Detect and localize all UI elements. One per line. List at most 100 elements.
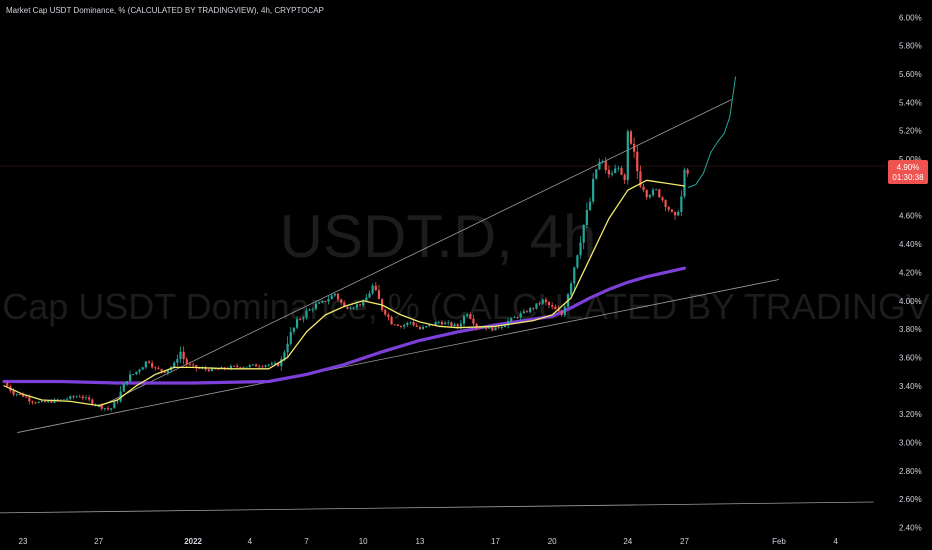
candle-body xyxy=(541,299,544,304)
price-axis[interactable]: 2.40% 2.60% 2.80% 3.00% 3.20% 3.40% 3.60% 3.80%… xyxy=(899,13,922,532)
y-tick-label: 2.40% xyxy=(899,523,922,532)
candle-body xyxy=(283,352,286,360)
candle-body xyxy=(592,178,595,202)
candle-body xyxy=(188,364,192,366)
candle-body xyxy=(497,327,500,329)
projection-path xyxy=(687,76,736,188)
candle-body xyxy=(113,401,116,409)
candle-body xyxy=(620,167,623,175)
y-tick-label: 5.40% xyxy=(899,98,922,107)
candle-body xyxy=(157,367,160,369)
time-axis[interactable]: 23 27 2022 4 7 10 13 17 20 24 27 Feb 4 xyxy=(19,537,839,546)
candle-body xyxy=(166,370,169,373)
candle-body xyxy=(403,325,406,327)
candle-body xyxy=(110,408,113,410)
candle-body xyxy=(393,324,396,326)
candle-body xyxy=(409,322,412,323)
ema-fast-line xyxy=(3,179,686,407)
candle-body xyxy=(176,359,179,363)
y-tick-label: 4.20% xyxy=(899,268,922,277)
candle-body xyxy=(421,326,425,330)
candle-body xyxy=(210,368,214,372)
candle-body xyxy=(302,317,305,320)
candle-body xyxy=(529,308,532,313)
candle-body xyxy=(544,299,547,303)
ema-fast-layer xyxy=(3,179,686,407)
candle-body xyxy=(321,300,324,303)
candle-body xyxy=(103,408,106,409)
candle-body xyxy=(173,362,176,368)
candle-body xyxy=(18,394,21,395)
trendline[interactable] xyxy=(98,99,732,408)
candle-body xyxy=(195,365,198,369)
candle-body xyxy=(598,161,601,170)
candle-body xyxy=(125,381,129,384)
candle-body xyxy=(428,324,431,327)
watermark-ticker: USDT.D, 4h xyxy=(280,203,597,270)
x-tick-label: 13 xyxy=(415,537,424,546)
candle-body xyxy=(626,131,629,181)
x-tick-label: 27 xyxy=(94,537,103,546)
x-tick-label: 4 xyxy=(248,537,253,546)
candle-body xyxy=(595,169,598,179)
candle-body xyxy=(270,363,273,365)
candle-body xyxy=(88,397,91,400)
candle-body xyxy=(78,396,81,398)
candle-body xyxy=(563,306,566,316)
candle-body xyxy=(277,362,280,367)
x-tick-label: 2022 xyxy=(184,537,202,546)
x-tick-label: 4 xyxy=(833,537,838,546)
candle-body xyxy=(289,331,292,344)
candle-body xyxy=(232,365,236,367)
candle-body xyxy=(390,317,393,325)
candle-body xyxy=(673,211,677,216)
candle-body xyxy=(547,302,551,306)
candle-body xyxy=(119,391,122,402)
candle-body xyxy=(116,401,119,403)
candle-body xyxy=(122,383,125,392)
candle-body xyxy=(560,311,563,316)
candle-body xyxy=(66,398,69,400)
candle-body xyxy=(573,267,576,284)
candle-body xyxy=(154,367,157,369)
candle-body xyxy=(217,369,220,370)
candle-body xyxy=(299,319,302,320)
candle-body xyxy=(469,314,472,319)
trendline[interactable] xyxy=(0,501,874,514)
candle-body xyxy=(327,299,330,302)
candle-body xyxy=(204,367,207,370)
price-tag-value: 4.90% xyxy=(897,163,920,172)
candle-body xyxy=(362,301,365,306)
candle-body xyxy=(248,365,251,367)
candle-body xyxy=(141,367,144,370)
candle-body xyxy=(412,322,415,326)
candle-body xyxy=(144,361,147,368)
candle-body xyxy=(50,401,53,403)
candle-body xyxy=(500,327,503,328)
candle-body xyxy=(160,368,163,372)
y-tick-label: 5.60% xyxy=(899,70,922,79)
candle-body xyxy=(478,327,481,329)
candle-body xyxy=(12,390,15,395)
candle-body xyxy=(72,396,75,398)
candle-body xyxy=(507,321,510,326)
candle-body xyxy=(670,209,673,212)
trendline[interactable] xyxy=(17,279,780,433)
candle-body xyxy=(601,161,604,162)
candle-body xyxy=(69,396,72,399)
candle-body xyxy=(554,306,557,310)
candle-body xyxy=(40,401,43,402)
candle-body xyxy=(447,322,450,324)
candle-body xyxy=(459,323,462,327)
x-tick-label: Feb xyxy=(772,537,786,546)
candle-body xyxy=(6,382,9,387)
candle-body xyxy=(683,169,686,197)
candle-body xyxy=(636,151,639,172)
candle-body xyxy=(368,293,371,298)
candle-body xyxy=(642,186,645,191)
candle-body xyxy=(551,305,554,307)
candle-body xyxy=(308,309,311,311)
candle-body xyxy=(214,368,217,370)
